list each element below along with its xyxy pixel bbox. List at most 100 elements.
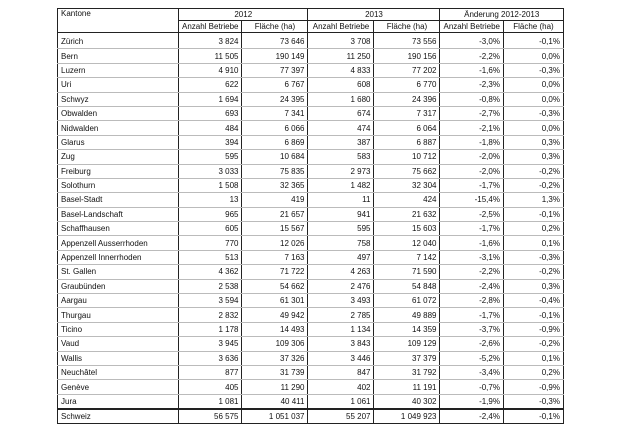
cell: -3,1%: [439, 250, 504, 266]
cell: -2,2%: [439, 264, 504, 280]
cell: -1,7%: [439, 307, 504, 323]
cell: 0,0%: [502, 120, 564, 136]
cell: 387: [307, 135, 375, 151]
header-cell: Fläche (ha): [241, 20, 309, 33]
cell: 4 263: [307, 264, 375, 280]
canton-name: Neuchâtel: [57, 365, 179, 381]
cell: 3 824: [177, 32, 243, 50]
cell: 10 712: [373, 149, 441, 165]
table-row: Appenzell Ausserrhoden 770 12 026 758 12 040…: [57, 235, 564, 251]
cell: -0,1%: [502, 207, 564, 223]
cell: 877: [177, 365, 243, 381]
cell: 1 694: [177, 92, 243, 107]
cell: 54 848: [373, 279, 441, 295]
cell: 2 538: [177, 279, 243, 295]
cell: 11 505: [177, 48, 243, 64]
canton-name: Zürich: [57, 32, 179, 50]
cell: 394: [177, 135, 243, 151]
cell: -0,7%: [439, 379, 504, 395]
cell: 40 302: [373, 394, 441, 410]
cell: -1,7%: [439, 178, 504, 194]
cell: 7 341: [241, 106, 309, 122]
cell: -2,1%: [439, 120, 504, 136]
canton-name: Basel-Landschaft: [57, 207, 179, 223]
cell: 1 680: [307, 92, 375, 107]
cell: 2 832: [177, 307, 243, 323]
cell: 758: [307, 235, 375, 251]
cell: 595: [307, 221, 375, 237]
cell: -2,2%: [439, 48, 504, 64]
cell: -3,4%: [439, 365, 504, 381]
canton-name: Jura: [57, 394, 179, 410]
canton-name: Appenzell Ausserrhoden: [57, 235, 179, 251]
cell: 3 636: [177, 351, 243, 366]
cell: -1,9%: [439, 394, 504, 410]
cell: 61 072: [373, 293, 441, 309]
total-row: Schweiz 56 575 1 051 037 55 207 1 049 923 -2,…: [57, 408, 564, 424]
cell: 474: [307, 120, 375, 136]
table-row: Luzern 4 910 77 397 4 833 77 202 -1,6% -0,3%: [57, 63, 564, 79]
cell: 61 301: [241, 293, 309, 309]
cell: 1 482: [307, 178, 375, 194]
cell: -15,4%: [439, 192, 504, 208]
canton-name: Graubünden: [57, 279, 179, 295]
header-group: 2013: [307, 8, 441, 21]
cell: 674: [307, 106, 375, 122]
cell: 941: [307, 207, 375, 223]
canton-name: Nidwalden: [57, 120, 179, 136]
data-table: Kantone 2012 2013 Änderung 2012-2013 Anz…: [57, 8, 564, 424]
table-row: Schwyz 1 694 24 395 1 680 24 396 -0,8% 0,0%: [57, 92, 564, 107]
cell: 0,3%: [502, 135, 564, 151]
canton-name: Schaffhausen: [57, 221, 179, 237]
cell: 75 835: [241, 164, 309, 179]
cell: -0,9%: [502, 379, 564, 395]
cell: 77 397: [241, 63, 309, 79]
cell: -1,6%: [439, 63, 504, 79]
cell: 11 250: [307, 48, 375, 64]
canton-name: Basel-Stadt: [57, 192, 179, 208]
canton-name: Obwalden: [57, 106, 179, 122]
cell: 32 304: [373, 178, 441, 194]
cell: -2,3%: [439, 77, 504, 93]
cell: 24 395: [241, 92, 309, 107]
cell: 424: [373, 192, 441, 208]
cell: 190 149: [241, 48, 309, 64]
canton-name: Genève: [57, 379, 179, 395]
table-row: Appenzell Innerrhoden 513 7 163 497 7 142 -3,…: [57, 250, 564, 266]
cell: 11: [307, 192, 375, 208]
canton-name: Bern: [57, 48, 179, 64]
cell: 37 326: [241, 351, 309, 366]
cell: 14 359: [373, 322, 441, 338]
cell: 109 306: [241, 336, 309, 352]
table-row: Neuchâtel 877 31 739 847 31 792 -3,4% 0,2%: [57, 365, 564, 381]
canton-name: Solothurn: [57, 178, 179, 194]
cell: 24 396: [373, 92, 441, 107]
cell: 6 887: [373, 135, 441, 151]
canton-name: Zug: [57, 149, 179, 165]
cell: -0,1%: [502, 307, 564, 323]
cell: 693: [177, 106, 243, 122]
cell: -0,2%: [502, 264, 564, 280]
cell: 3 033: [177, 164, 243, 179]
table-row: Schaffhausen 605 15 567 595 15 603 -1,7% 0,2%: [57, 221, 564, 237]
cell: -2,0%: [439, 149, 504, 165]
cell: -1,6%: [439, 235, 504, 251]
table-row: Genève 405 11 290 402 11 191 -0,7% -0,9%: [57, 379, 564, 395]
cell: 12 040: [373, 235, 441, 251]
cell: 497: [307, 250, 375, 266]
total-cell: 55 207: [307, 408, 375, 424]
table-row: Freiburg 3 033 75 835 2 973 75 662 -2,0% -0,2%: [57, 164, 564, 179]
cell: -2,8%: [439, 293, 504, 309]
cell: 3 493: [307, 293, 375, 309]
canton-name: Appenzell Innerrhoden: [57, 250, 179, 266]
cell: 484: [177, 120, 243, 136]
cell: -0,9%: [502, 322, 564, 338]
canton-name: Aargau: [57, 293, 179, 309]
cell: 21 632: [373, 207, 441, 223]
table-row: Thurgau 2 832 49 942 2 785 49 889 -1,7% -0,1%: [57, 307, 564, 323]
canton-name: St. Gallen: [57, 264, 179, 280]
cell: -0,3%: [502, 394, 564, 410]
table-body: Zürich 3 824 73 646 3 708 73 556 -3,0% -0,1% Be…: [57, 32, 564, 410]
cell: 1,3%: [502, 192, 564, 208]
cell: 3 945: [177, 336, 243, 352]
